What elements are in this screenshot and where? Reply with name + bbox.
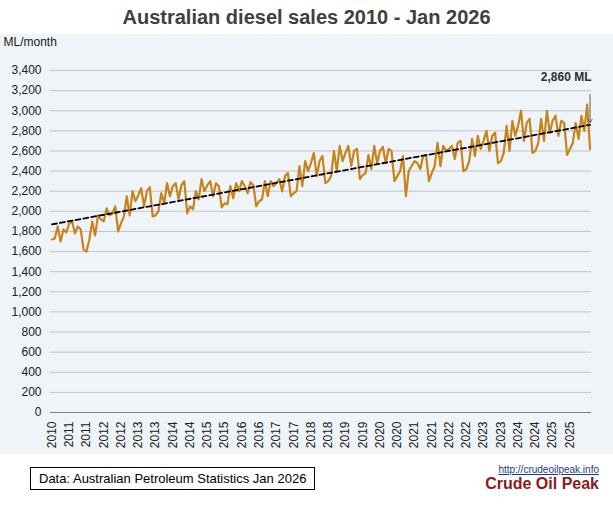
svg-text:2012: 2012 — [114, 421, 128, 448]
svg-text:2018: 2018 — [304, 421, 318, 448]
svg-text:2017: 2017 — [287, 421, 301, 448]
svg-text:2019: 2019 — [356, 421, 370, 448]
svg-text:2016: 2016 — [252, 421, 266, 448]
svg-text:2025: 2025 — [545, 421, 559, 448]
svg-text:2023: 2023 — [494, 421, 508, 448]
svg-text:2022: 2022 — [442, 421, 456, 448]
svg-text:3,000: 3,000 — [11, 104, 41, 118]
svg-text:2013: 2013 — [131, 421, 145, 448]
svg-text:400: 400 — [21, 365, 41, 379]
svg-text:2,400: 2,400 — [11, 164, 41, 178]
svg-text:2,800: 2,800 — [11, 124, 41, 138]
svg-text:600: 600 — [21, 345, 41, 359]
svg-text:800: 800 — [21, 325, 41, 339]
svg-text:2,860 ML: 2,860 ML — [541, 70, 592, 84]
svg-text:2024: 2024 — [528, 421, 542, 448]
svg-text:2,600: 2,600 — [11, 144, 41, 158]
svg-text:2022: 2022 — [459, 421, 473, 448]
svg-text:2013: 2013 — [148, 421, 162, 448]
html-text:Data: Australian Petroleum Sta: Data: Australian Petroleum Statistics Ja… — [39, 470, 307, 486]
svg-text:2023: 2023 — [476, 421, 490, 448]
svg-text:2020: 2020 — [373, 421, 387, 448]
svg-text:1,000: 1,000 — [11, 305, 41, 319]
svg-text:2,000: 2,000 — [11, 204, 41, 218]
svg-text:1,600: 1,600 — [11, 244, 41, 258]
svg-text:1,400: 1,400 — [11, 265, 41, 279]
svg-text:2,200: 2,200 — [11, 184, 41, 198]
svg-text:1,800: 1,800 — [11, 224, 41, 238]
svg-text:2018: 2018 — [321, 421, 335, 448]
svg-text:2015: 2015 — [217, 421, 231, 448]
html-text:Australian diesel sales 2010 -: Australian diesel sales 2010 - Jan 2026 — [122, 6, 491, 28]
svg-text:2021: 2021 — [425, 421, 439, 448]
svg-text:2012: 2012 — [97, 421, 111, 448]
svg-text:2011: 2011 — [79, 421, 93, 447]
svg-text:2024: 2024 — [511, 421, 525, 448]
svg-text:2016: 2016 — [235, 421, 249, 448]
svg-text:2020: 2020 — [390, 421, 404, 448]
svg-text:2010: 2010 — [45, 421, 59, 448]
svg-text:2014: 2014 — [183, 421, 197, 448]
svg-text:3,400: 3,400 — [11, 63, 41, 77]
svg-text:0: 0 — [35, 405, 42, 419]
html-text:http://crudeoilpeak.info: http://crudeoilpeak.info — [498, 463, 599, 475]
svg-text:2025: 2025 — [563, 421, 577, 448]
svg-text:2014: 2014 — [166, 421, 180, 448]
svg-text:2011: 2011 — [62, 421, 76, 447]
svg-text:2021: 2021 — [407, 421, 421, 448]
svg-text:2015: 2015 — [200, 421, 214, 448]
svg-text:ML/month: ML/month — [4, 35, 57, 49]
svg-text:3,200: 3,200 — [11, 83, 41, 97]
svg-text:1,200: 1,200 — [11, 285, 41, 299]
svg-text:2019: 2019 — [338, 421, 352, 448]
svg-text:200: 200 — [21, 385, 41, 399]
html-text:Crude Oil Peak: Crude Oil Peak — [485, 474, 599, 492]
svg-text:2017: 2017 — [269, 421, 283, 448]
